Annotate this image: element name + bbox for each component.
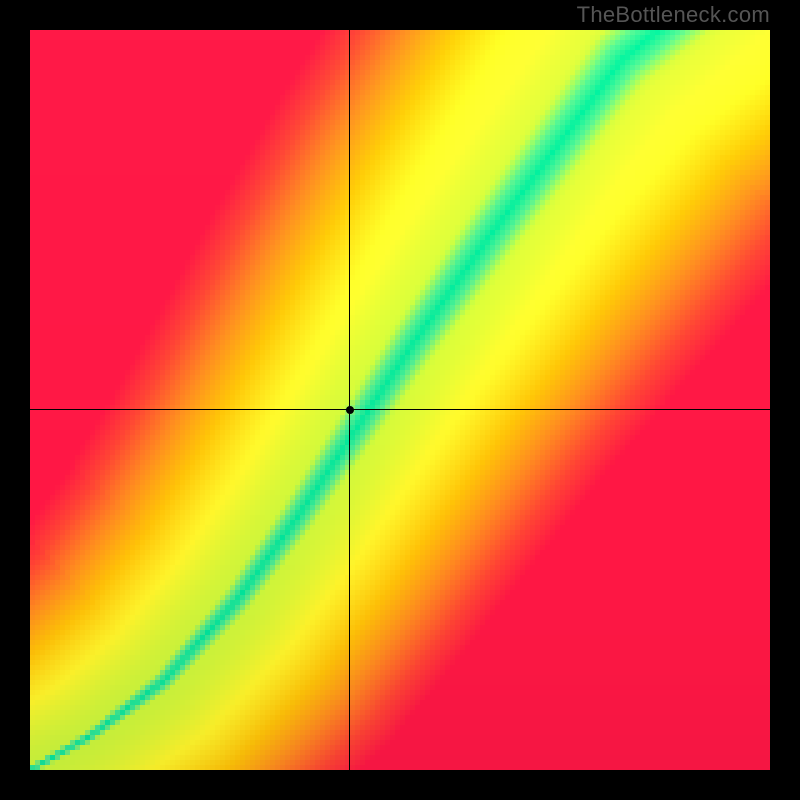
bottleneck-heatmap	[30, 30, 770, 770]
plot-area	[30, 30, 770, 770]
watermark-text: TheBottleneck.com	[577, 2, 770, 28]
crosshair-vertical	[349, 30, 350, 770]
crosshair-horizontal	[30, 409, 770, 410]
crosshair-marker	[346, 406, 354, 414]
